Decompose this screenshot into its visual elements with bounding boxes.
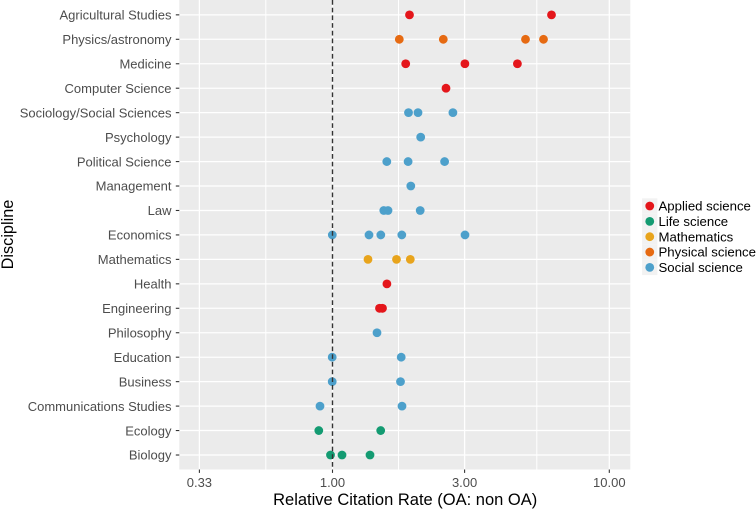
svg-text:Economics: Economics [108,228,172,243]
svg-text:3.00: 3.00 [452,475,477,490]
svg-text:Discipline: Discipline [0,200,17,270]
svg-text:0.33: 0.33 [187,475,212,490]
svg-text:Ecology: Ecology [125,423,172,438]
svg-text:10.00: 10.00 [593,475,626,490]
svg-text:Physical science: Physical science [659,245,756,260]
svg-text:Psychology: Psychology [105,130,172,145]
svg-text:Physics/astronomy: Physics/astronomy [62,32,172,47]
svg-text:Political Science: Political Science [77,154,172,169]
svg-text:Medicine: Medicine [119,56,171,71]
svg-text:Business: Business [119,374,172,389]
svg-text:Biology: Biology [129,448,172,463]
svg-text:Communications Studies: Communications Studies [28,399,172,414]
svg-text:Relative Citation Rate (OA: no: Relative Citation Rate (OA: non OA) [273,491,537,509]
svg-text:Social science: Social science [659,260,743,275]
svg-text:Philosophy: Philosophy [108,325,172,340]
svg-text:Mathematics: Mathematics [98,252,172,267]
svg-text:Engineering: Engineering [102,301,171,316]
svg-text:Applied science: Applied science [659,199,751,214]
svg-text:Law: Law [148,203,172,218]
svg-text:1.00: 1.00 [320,475,345,490]
svg-text:Sociology/Social Sciences: Sociology/Social Sciences [20,105,172,120]
svg-text:Health: Health [134,277,172,292]
svg-text:Management: Management [96,179,172,194]
svg-text:Education: Education [114,350,172,365]
svg-text:Life science: Life science [659,214,729,229]
svg-text:Computer Science: Computer Science [65,81,172,96]
svg-text:Mathematics: Mathematics [659,229,734,244]
svg-text:Agricultural Studies: Agricultural Studies [60,8,172,23]
